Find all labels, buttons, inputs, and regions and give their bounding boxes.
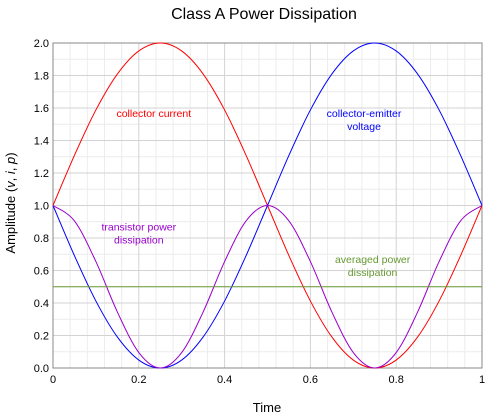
x-tick-label: 0 [50, 374, 56, 386]
y-tick-label: 1.0 [34, 201, 49, 213]
series-line-2 [52, 204, 483, 369]
x-tick-label: 0.8 [389, 374, 404, 386]
x-tick-labels: 0 0.2 0.4 0.6 0.8 1 [50, 374, 485, 386]
x-tick-label: 0.4 [217, 374, 232, 386]
y-tick-label: 0.6 [34, 266, 49, 278]
x-tick-label: 0.6 [303, 374, 318, 386]
x-tick-label: 0.2 [131, 374, 146, 386]
y-tick-labels: 0.0 0.2 0.4 0.6 0.8 1.0 1.2 1.4 1.6 1.8 2.0 [34, 38, 49, 375]
y-tick-label: 1.4 [34, 136, 49, 148]
y-tick-label: 0.2 [34, 331, 49, 343]
annotation-label: averaged power dissipation [335, 254, 411, 279]
y-tick-label: 2.0 [34, 38, 49, 50]
y-tick-label: 0.0 [34, 363, 49, 375]
x-axis-label: Time [253, 400, 281, 415]
y-tick-label: 1.8 [34, 71, 49, 83]
y-axis-label: Amplitude (v, i, p) [3, 152, 18, 253]
annotations: collector current collector-emitter voltag… [101, 108, 410, 279]
x-tick-label: 1 [479, 374, 485, 386]
chart-title: Class A Power Dissipation [171, 6, 357, 23]
y-tick-label: 0.4 [34, 298, 49, 310]
annotation-label: collector current [116, 108, 191, 120]
y-tick-label: 1.2 [34, 168, 49, 180]
y-tick-label: 0.8 [34, 233, 49, 245]
y-tick-label: 1.6 [34, 103, 49, 115]
series-layer [52, 42, 483, 369]
annotation-label: transistor power dissipation [101, 222, 176, 247]
annotation-label: collector-emitter voltage [327, 108, 402, 133]
